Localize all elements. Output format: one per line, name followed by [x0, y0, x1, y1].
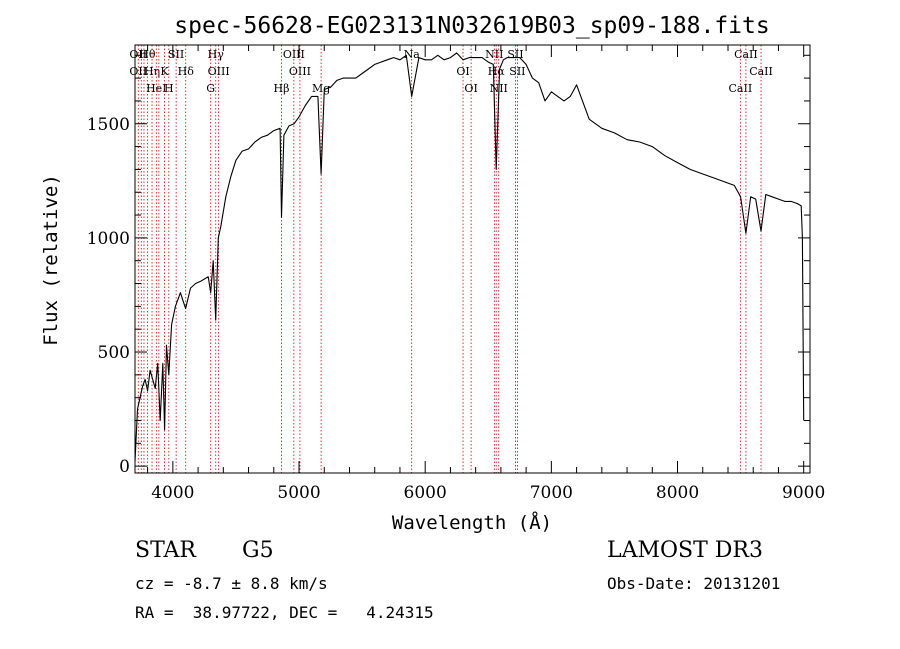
y-tick-label: 1500: [87, 115, 130, 135]
spectral-line-label: OI: [456, 65, 469, 78]
object-class: STAR: [135, 538, 196, 563]
series-layer: [134, 52, 805, 462]
spectral-line-label: OII: [129, 65, 147, 78]
ticks-layer: 4000 5000 6000 7000 8000 9000 0 500 1000 1500: [87, 45, 825, 503]
spectral-line-label: OI: [464, 82, 477, 95]
spectral-line-label: CaII: [749, 65, 773, 78]
spectral-line-label: CaII: [729, 82, 753, 95]
coordinates: RA = 38.97722, DEC = 4.24315: [135, 603, 434, 622]
spectral-line-label: OIII: [208, 65, 230, 78]
spectral-line-label: OIII: [289, 65, 311, 78]
spectral-line-label: SII: [168, 48, 184, 61]
spectral-line-label: H: [164, 82, 174, 95]
y-tick-label: 0: [119, 457, 130, 477]
x-tick-label: 8000: [656, 483, 699, 503]
spectral-line-label: CaII: [734, 48, 758, 61]
survey-name: LAMOST DR3: [607, 538, 763, 563]
y-axis-label: Flux (relative): [40, 174, 62, 346]
x-tick-label: 7000: [530, 483, 573, 503]
spectral-line-label: K: [160, 65, 169, 78]
x-tick-label: 4000: [151, 483, 194, 503]
x-tick-label: 5000: [277, 483, 320, 503]
spectral-line-label: Hη: [144, 65, 160, 78]
spectral-line-label: Hβ: [274, 82, 290, 95]
spectral-line-label: HeI: [146, 82, 166, 95]
spectral-line-label: OIII: [283, 48, 305, 61]
plot-frame: [134, 44, 811, 474]
spectral-line-label: Hθ: [139, 48, 156, 61]
x-tick-label: 6000: [404, 483, 447, 503]
axes-layer: [134, 44, 811, 474]
spectral-line-label: OII: [129, 48, 147, 61]
spectral-line-label: SII: [509, 65, 525, 78]
spectral-line-label: NII: [485, 48, 503, 61]
spectral-line-label: Mg: [312, 82, 330, 95]
x-axis-label: Wavelength (Å): [392, 511, 552, 534]
y-tick-label: 1000: [87, 229, 130, 249]
observation-date: Obs-Date: 20131201: [607, 574, 781, 593]
spectral-line-label: G: [206, 82, 215, 95]
object-subclass: G5: [242, 538, 274, 563]
spectral-line-label: Hδ: [178, 65, 195, 78]
redshift-value: cz = -8.7 ± 8.8 km/s: [135, 574, 328, 593]
y-tick-label: 500: [98, 343, 130, 363]
x-tick-label: 9000: [782, 483, 825, 503]
spectral-line-label: Hα: [488, 65, 506, 78]
spectral-line-label: Hγ: [208, 48, 225, 61]
spectral-line-label: Na: [404, 48, 421, 61]
spectral-lines-layer: OIIOIIHθHηHeIKHSIIHδGHγOIIIHβOIIIOIIIMgN…: [129, 45, 773, 473]
chart-title: spec-56628-EG023131N032619B03_sp09-188.f…: [174, 13, 769, 39]
spectrum-series-line: [134, 52, 805, 462]
